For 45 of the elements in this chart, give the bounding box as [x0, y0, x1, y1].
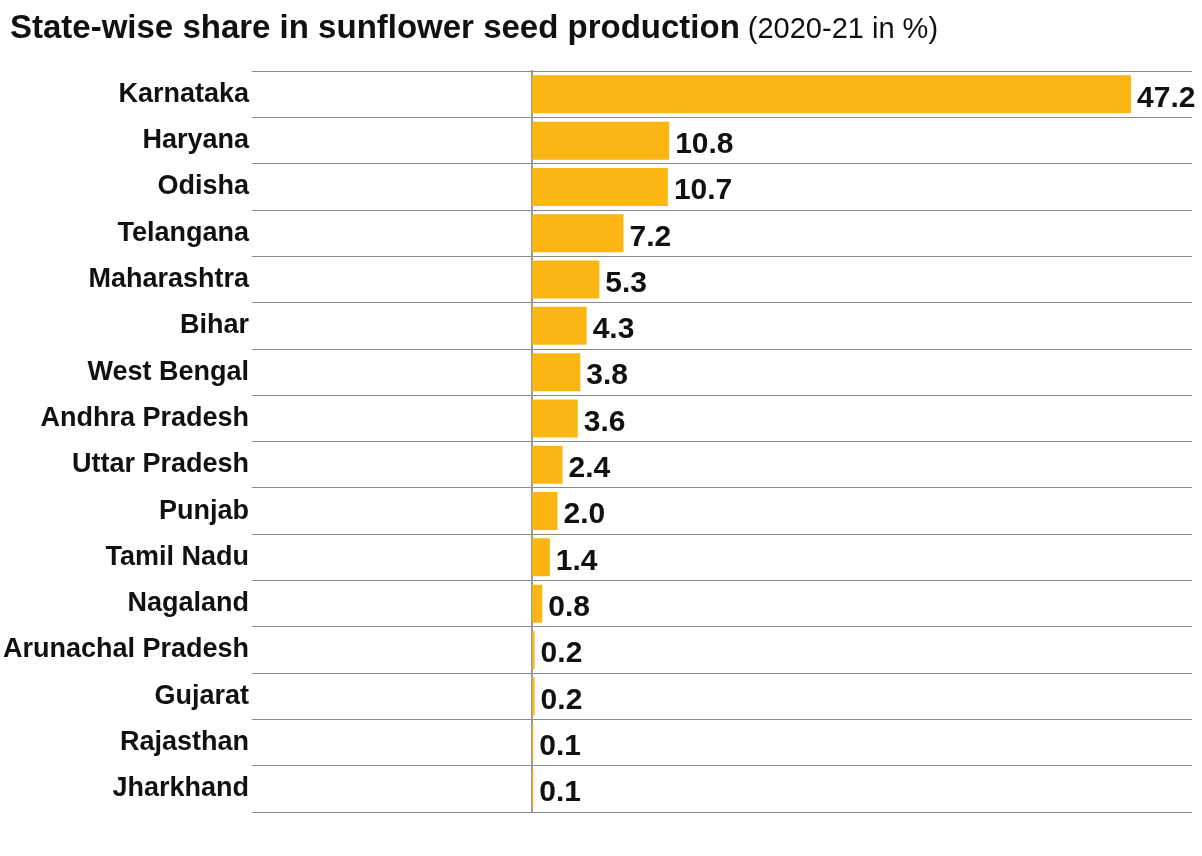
bar — [532, 445, 563, 484]
data-label: 5.3 — [605, 264, 648, 298]
data-label: 10.7 — [673, 172, 733, 206]
y-tick-label: Maharashtra — [88, 263, 251, 293]
data-label: 1.4 — [555, 542, 598, 576]
y-tick-label: Punjab — [159, 494, 250, 525]
y-tick-label: Rajasthan — [120, 726, 250, 756]
data-label: 0.1 — [539, 774, 582, 808]
y-tick-label: Jharkhand — [112, 772, 250, 803]
bar — [532, 306, 587, 345]
y-tick-label: Gujarat — [154, 679, 250, 710]
data-label: 2.0 — [563, 496, 606, 530]
data-label: 2.4 — [568, 450, 611, 484]
data-label: 7.2 — [629, 218, 672, 252]
bar — [532, 75, 1132, 114]
data-label: 0.8 — [548, 588, 590, 622]
data-label: 0.2 — [540, 635, 583, 669]
y-tick-label: Uttar Pradesh — [72, 448, 250, 479]
y-tick-label: Odisha — [157, 170, 251, 201]
y-tick-label: Bihar — [180, 309, 250, 340]
y-tick-label: Haryana — [142, 124, 251, 155]
chart-title: State-wise share in sunflower seed production — [10, 8, 740, 45]
y-tick-label: Karnataka — [118, 77, 251, 108]
y-tick-label: West Bengal — [87, 355, 250, 386]
bar — [532, 538, 550, 577]
data-label: 47.2 — [1137, 79, 1196, 113]
data-label: 0.2 — [540, 681, 583, 715]
bar — [532, 214, 624, 253]
data-label: 0.1 — [539, 727, 582, 761]
chart-subtitle: (2020-21 in %) — [747, 12, 939, 44]
y-tick-label: Telangana — [117, 216, 251, 247]
y-tick-label: Nagaland — [127, 587, 250, 618]
data-label: 3.8 — [586, 357, 629, 391]
y-tick-label: Andhra Pradesh — [40, 401, 250, 432]
bar — [532, 167, 668, 206]
data-label: 10.8 — [675, 125, 734, 159]
bar — [532, 121, 670, 160]
y-tick-label: Arunachal Pradesh — [2, 633, 250, 664]
y-tick-label: Tamil Nadu — [105, 540, 250, 571]
bar — [532, 260, 600, 299]
data-label: 4.3 — [592, 311, 635, 345]
bar — [532, 492, 558, 531]
bar — [532, 353, 581, 392]
data-label: 3.6 — [583, 403, 626, 437]
bar — [532, 399, 578, 438]
